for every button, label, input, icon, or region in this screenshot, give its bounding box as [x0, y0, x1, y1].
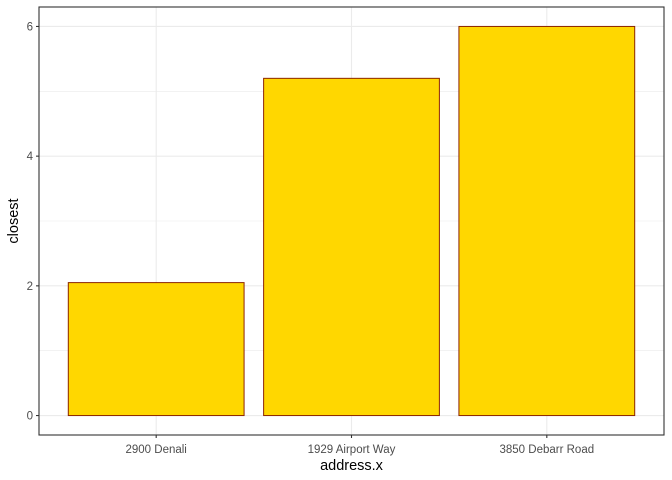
bar [67, 282, 245, 417]
x-tick-label: 3850 Debarr Road [500, 444, 595, 456]
y-tick-label: 0 [27, 411, 33, 423]
x-axis-title: address.x [320, 458, 384, 474]
bar [263, 77, 440, 417]
y-tick-label: 2 [27, 281, 33, 293]
axes: 0 2 4 6 2900 Denali 1929 Airport Way 3850 Deba… [27, 21, 595, 456]
y-tick-label: 4 [27, 151, 34, 163]
bars [67, 25, 636, 417]
x-tick-label: 2900 Denali [125, 444, 186, 456]
bar [458, 25, 636, 417]
y-tick-label: 6 [27, 21, 33, 33]
y-axis-title: closest [6, 198, 22, 243]
x-tick-label: 1929 Airport Way [308, 444, 396, 456]
